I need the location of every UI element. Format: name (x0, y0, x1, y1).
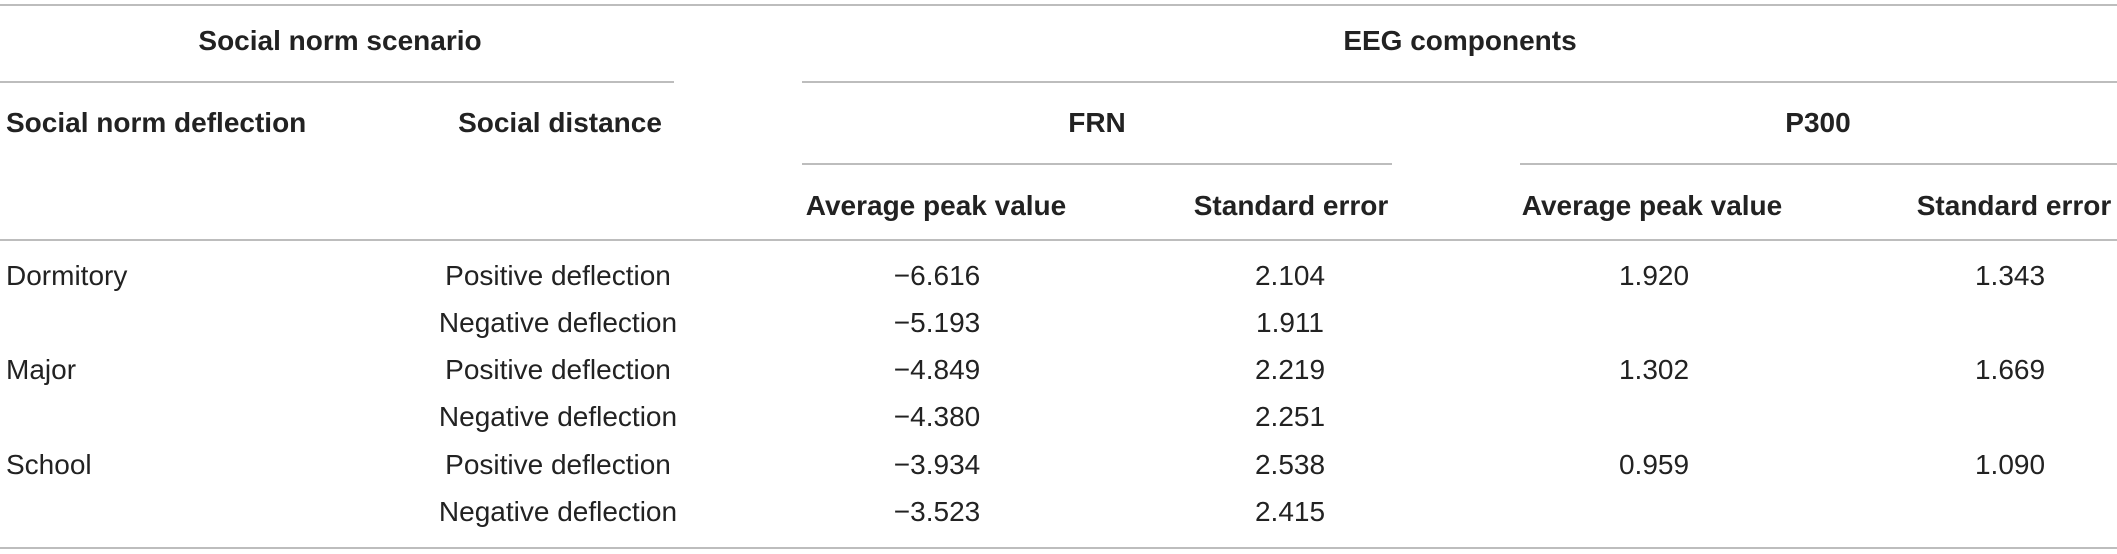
frn-average-cell: −6.616 (893, 260, 981, 291)
frn-average-cell: −4.849 (893, 354, 981, 385)
frn-average-cell: −3.934 (893, 449, 981, 480)
frn-standard-error-cell: 2.104 (1254, 260, 1326, 291)
frn-average-cell: −5.193 (893, 307, 981, 338)
eeg-group-rule (802, 81, 2117, 83)
column-header-social-norm-deflection: Social norm deflection (6, 107, 307, 138)
group-header-eeg-components: EEG components (1343, 25, 1577, 56)
p300-standard-error-cell: 1.343 (1974, 260, 2046, 291)
frn-group-rule (802, 163, 1392, 165)
column-header-frn-average-peak: Average peak value (805, 190, 1067, 221)
p300-standard-error-cell: 1.090 (1974, 449, 2046, 480)
frn-standard-error-cell: 1.911 (1256, 307, 1324, 338)
header-bottom-rule (0, 239, 2117, 241)
column-header-p300: P300 (1785, 107, 1851, 138)
frn-standard-error-cell: 2.538 (1254, 449, 1326, 480)
bottom-rule (0, 547, 2117, 549)
frn-average-cell: −4.380 (893, 401, 981, 432)
column-header-frn: FRN (1068, 107, 1126, 138)
column-header-social-distance: Social distance (458, 107, 662, 138)
distance-cell: Positive deflection (445, 260, 671, 291)
p300-standard-error-cell: 1.669 (1974, 354, 2046, 385)
distance-cell: Positive deflection (445, 354, 671, 385)
column-header-p300-average-peak: Average peak value (1521, 190, 1783, 221)
scenario-group-rule (0, 81, 674, 83)
frn-standard-error-cell: 2.415 (1254, 496, 1326, 527)
distance-cell: Negative deflection (438, 307, 678, 338)
p300-group-rule (1520, 163, 2117, 165)
frn-standard-error-cell: 2.251 (1254, 401, 1326, 432)
distance-cell: Negative deflection (438, 401, 678, 432)
top-rule (0, 4, 2117, 6)
column-header-p300-standard-error: Standard error (1916, 190, 2112, 221)
frn-standard-error-cell: 2.219 (1254, 354, 1326, 385)
scenario-cell: Major (6, 354, 77, 385)
scenario-cell: School (6, 449, 92, 480)
frn-average-cell: −3.523 (893, 496, 981, 527)
distance-cell: Negative deflection (438, 496, 678, 527)
column-header-frn-standard-error: Standard error (1193, 190, 1389, 221)
p300-average-cell: 1.920 (1618, 260, 1690, 291)
scenario-cell: Dormitory (6, 260, 128, 291)
distance-cell: Positive deflection (445, 449, 671, 480)
p300-average-cell: 1.302 (1618, 354, 1690, 385)
p300-average-cell: 0.959 (1618, 449, 1690, 480)
group-header-social-norm-scenario: Social norm scenario (198, 25, 482, 56)
